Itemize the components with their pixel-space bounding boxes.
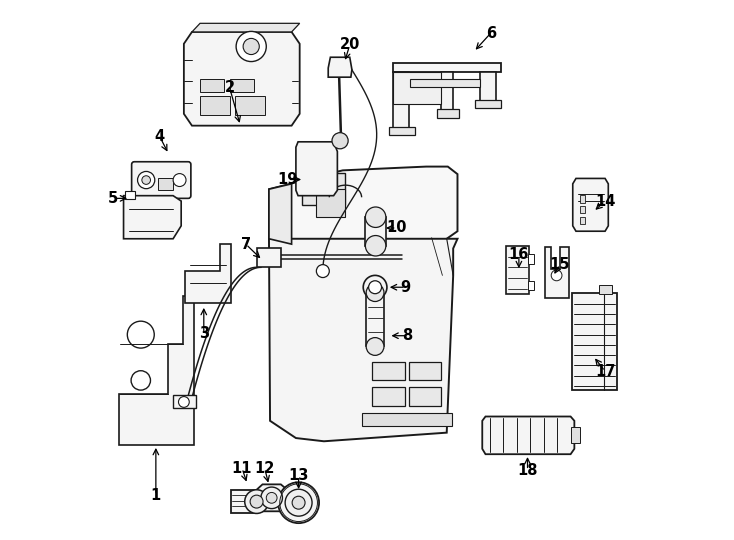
Polygon shape [482, 416, 575, 454]
Polygon shape [437, 110, 459, 118]
Polygon shape [475, 100, 501, 109]
Bar [599, 285, 612, 294]
Circle shape [243, 38, 259, 55]
Text: 19: 19 [277, 172, 298, 187]
Bar [372, 387, 404, 406]
Text: 4: 4 [155, 129, 164, 144]
Polygon shape [393, 63, 501, 72]
Circle shape [366, 207, 386, 227]
Circle shape [316, 265, 330, 278]
Circle shape [366, 284, 384, 301]
Circle shape [244, 490, 269, 514]
Bar [580, 195, 585, 202]
Bar [200, 79, 225, 92]
Bar [125, 191, 135, 199]
Bar [372, 362, 404, 380]
Text: 9: 9 [401, 280, 411, 295]
Text: 15: 15 [550, 257, 570, 272]
Text: 1: 1 [150, 488, 161, 503]
Polygon shape [269, 184, 291, 244]
Circle shape [236, 31, 266, 62]
Bar [409, 362, 441, 380]
Circle shape [292, 496, 305, 509]
Bar [362, 413, 452, 426]
Bar [158, 178, 173, 190]
Circle shape [127, 321, 154, 348]
Polygon shape [231, 490, 257, 514]
Text: 8: 8 [402, 328, 413, 343]
Text: 3: 3 [199, 326, 209, 341]
Circle shape [332, 133, 348, 149]
Polygon shape [328, 57, 352, 77]
Circle shape [285, 489, 312, 516]
Polygon shape [192, 23, 299, 32]
Circle shape [173, 173, 186, 186]
Polygon shape [410, 79, 480, 87]
Polygon shape [480, 72, 496, 109]
Polygon shape [441, 72, 453, 118]
Bar [528, 254, 534, 264]
Polygon shape [366, 217, 386, 246]
Polygon shape [184, 32, 299, 126]
Circle shape [131, 371, 150, 390]
Circle shape [551, 270, 562, 281]
Polygon shape [545, 247, 569, 298]
Circle shape [368, 281, 382, 294]
Polygon shape [296, 142, 338, 195]
Polygon shape [388, 127, 415, 136]
Text: 11: 11 [232, 461, 252, 476]
Polygon shape [257, 248, 281, 267]
Polygon shape [173, 395, 196, 408]
Bar [200, 96, 230, 115]
Circle shape [137, 171, 155, 188]
Bar [230, 79, 254, 92]
Polygon shape [302, 173, 346, 205]
Polygon shape [393, 72, 441, 104]
Circle shape [250, 495, 263, 508]
Text: 16: 16 [509, 247, 529, 262]
Bar [235, 96, 265, 115]
Polygon shape [257, 484, 287, 511]
Bar [580, 217, 585, 224]
Polygon shape [269, 166, 457, 249]
Bar [580, 206, 585, 213]
Polygon shape [572, 293, 617, 389]
Circle shape [366, 338, 384, 355]
Circle shape [178, 396, 189, 407]
FancyBboxPatch shape [131, 162, 191, 198]
Circle shape [363, 275, 387, 299]
Polygon shape [393, 72, 409, 136]
Circle shape [266, 492, 277, 503]
Polygon shape [186, 244, 230, 303]
Text: 20: 20 [340, 37, 360, 52]
Text: 6: 6 [486, 25, 496, 40]
Polygon shape [269, 239, 457, 441]
Text: 13: 13 [288, 468, 309, 483]
Circle shape [366, 235, 386, 256]
Text: 14: 14 [595, 193, 615, 208]
Text: 10: 10 [386, 220, 407, 235]
Text: 7: 7 [241, 237, 251, 252]
Polygon shape [119, 296, 194, 445]
Polygon shape [366, 293, 384, 347]
Text: 18: 18 [517, 463, 538, 478]
Text: 2: 2 [225, 80, 235, 96]
Polygon shape [316, 189, 346, 217]
Polygon shape [123, 195, 181, 239]
Circle shape [278, 482, 319, 523]
Circle shape [261, 487, 283, 509]
Polygon shape [573, 178, 608, 231]
Text: 17: 17 [595, 364, 615, 379]
Circle shape [142, 176, 150, 184]
Bar [528, 281, 534, 291]
Text: 5: 5 [108, 191, 118, 206]
Bar [570, 427, 581, 443]
Text: 12: 12 [255, 461, 275, 476]
Polygon shape [506, 246, 528, 294]
Bar [409, 387, 441, 406]
